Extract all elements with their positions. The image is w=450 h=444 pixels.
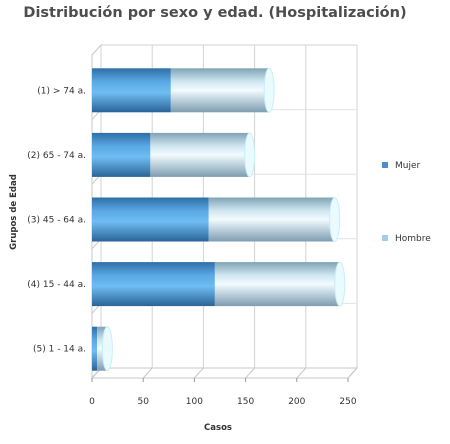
x-tick-label: 200 [288, 397, 305, 407]
bar-end-cap [244, 132, 256, 178]
labels-layer: 0 50 100 150 200 250 (1) > 74 a. (2) 65 - 74 a.… [27, 86, 357, 407]
category-label: (1) > 74 a. [37, 86, 86, 96]
bar-hombre-3 [208, 197, 335, 242]
floor [90, 367, 359, 379]
gridline-depth [194, 367, 204, 379]
x-tick-label: 50 [137, 397, 149, 407]
bar-end-cap [334, 261, 346, 307]
x-axis-title: Casos [204, 423, 232, 433]
gridline-depth [245, 367, 255, 379]
legend-swatch-hombre [382, 235, 388, 241]
bar-mujer-5 [92, 326, 98, 371]
bar-hombre-1 [170, 68, 270, 113]
legend: Mujer Hombre [382, 161, 431, 244]
bars-layer [92, 67, 346, 372]
legend-label-hombre: Hombre [395, 234, 431, 244]
bar-mujer-2 [92, 132, 151, 177]
category-label: (3) 45 - 64 a. [27, 216, 86, 226]
bar-end-cap [329, 197, 341, 242]
legend-label-mujer: Mujer [395, 161, 421, 171]
bar-hombre-2 [150, 132, 250, 177]
gridline-depth [142, 367, 153, 379]
bar-end-cap [101, 326, 113, 372]
category-label: (4) 15 - 44 a. [27, 280, 86, 290]
legend-swatch-mujer [382, 162, 388, 168]
x-tick-label: 100 [186, 397, 203, 407]
category-label: (5) 1 - 14 a. [33, 345, 86, 355]
x-tick-label: 0 [89, 397, 95, 407]
category-label: (2) 65 - 74 a. [27, 151, 86, 161]
y-axis-title: Grupos de Edad [9, 174, 19, 250]
bar-mujer-3 [92, 197, 209, 242]
bar-mujer-1 [92, 68, 171, 113]
bar-hombre-4 [214, 262, 340, 307]
gridline-depth [296, 367, 307, 379]
x-tick-label: 250 [339, 397, 356, 407]
bar-end-cap [263, 67, 275, 113]
gridline-depth [347, 367, 358, 379]
x-tick-label: 150 [237, 397, 254, 407]
bar-mujer-4 [92, 262, 215, 307]
chart-title: Distribución por sexo y edad. (Hospitali… [23, 5, 407, 21]
